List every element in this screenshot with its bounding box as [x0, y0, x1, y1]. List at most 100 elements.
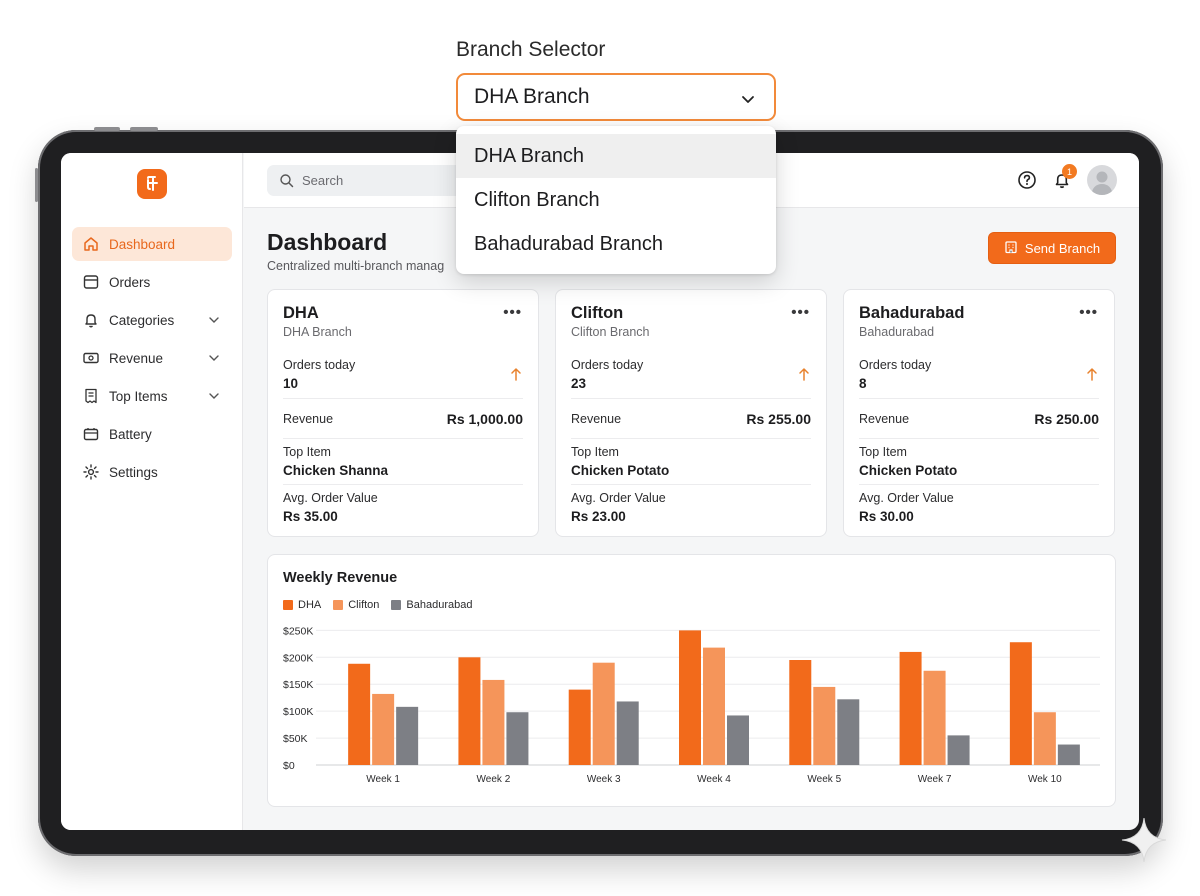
arrow-up-icon: [798, 367, 810, 386]
legend-item-dha[interactable]: DHA: [283, 599, 321, 611]
y-tick-label: $50K: [283, 733, 308, 745]
chevron-down-icon: [208, 390, 220, 405]
x-tick-label: Week 5: [807, 774, 841, 785]
orders-today-value: 23: [571, 376, 587, 391]
bar-clifton: [923, 670, 946, 765]
avg-order-label: Avg. Order Value: [859, 491, 954, 505]
revenue-label: Revenue: [859, 412, 910, 426]
chart-legend: DHA Clifton Bahadurabad: [283, 599, 472, 611]
weekly-revenue-card: $0 $50K $100K $150K $200K $250K Week 1 Week 2 We…: [267, 554, 1116, 807]
legend-label: DHA: [298, 599, 322, 611]
x-tick-label: Week 1: [366, 774, 400, 785]
legend-item-clifton[interactable]: Clifton: [333, 599, 379, 611]
sidebar-item-revenue[interactable]: Revenue: [72, 341, 232, 375]
page-title: Dashboard: [267, 229, 388, 255]
help-icon[interactable]: [1017, 170, 1037, 195]
revenue-value: Rs 255.00: [746, 411, 811, 427]
receipt-icon: [82, 387, 100, 405]
branch-selector[interactable]: DHA Branch: [456, 73, 776, 121]
chevron-down-icon: [740, 89, 756, 113]
card-subtitle: Bahadurabad: [859, 325, 935, 339]
more-options-icon[interactable]: •••: [1079, 304, 1098, 321]
battery-icon: [82, 425, 100, 443]
sidebar-item-settings[interactable]: Settings: [72, 455, 232, 489]
sidebar-item-top-items[interactable]: Top Items: [72, 379, 232, 413]
y-tick-label: $150K: [283, 679, 313, 691]
avg-order-value: Rs 30.00: [859, 509, 914, 524]
search-icon: [279, 173, 294, 188]
revenue-value: Rs 250.00: [1034, 411, 1099, 427]
sidebar-nav: Dashboard Orders Categories: [72, 227, 232, 493]
divider: [283, 438, 523, 439]
x-tick-label: Week 4: [697, 774, 731, 785]
home-icon: [82, 235, 100, 253]
bar-clifton: [703, 647, 725, 765]
y-tick-label: $0: [283, 760, 295, 772]
branch-option-dha[interactable]: DHA Branch: [456, 134, 776, 178]
sidebar-item-label: Orders: [109, 274, 151, 290]
branch-option-clifton[interactable]: Clifton Branch: [474, 188, 600, 211]
y-tick-label: $100K: [283, 706, 313, 718]
app-logo[interactable]: [137, 169, 167, 199]
more-options-icon[interactable]: •••: [791, 304, 810, 321]
bar-clifton: [1033, 712, 1056, 765]
tablet-volume-button: [94, 127, 120, 131]
bar-dha: [789, 660, 812, 765]
sidebar-item-label: Revenue: [109, 350, 164, 366]
building-icon: [1004, 240, 1018, 257]
bar-dha: [679, 630, 701, 765]
branch-selector-value: DHA Branch: [474, 85, 590, 108]
branch-dropdown-menu: DHA Branch Clifton Branch Bahadurabad Br…: [456, 126, 776, 274]
sidebar-item-orders[interactable]: Orders: [72, 265, 232, 299]
top-item-label: Top Item: [571, 445, 619, 459]
bar-bahadurabad: [616, 701, 639, 765]
legend-swatch: [333, 600, 344, 610]
legend-label: Bahadurabad: [406, 599, 473, 611]
x-tick-label: Week 7: [918, 774, 952, 785]
top-item-label: Top Item: [859, 445, 907, 459]
orders-today-label: Orders today: [283, 358, 356, 372]
bar-bahadurabad: [947, 735, 970, 765]
chart-title: Weekly Revenue: [283, 570, 398, 586]
legend-label: Clifton: [348, 599, 380, 611]
bar-bahadurabad: [1057, 744, 1080, 765]
avg-order-value: Rs 35.00: [283, 509, 338, 524]
legend-item-bahadurabad[interactable]: Bahadurabad: [391, 599, 472, 611]
sidebar-item-label: Top Items: [109, 388, 168, 404]
search-placeholder: Search: [302, 173, 344, 188]
sidebar-item-battery[interactable]: Battery: [72, 417, 232, 451]
avg-order-label: Avg. Order Value: [283, 491, 378, 505]
avatar[interactable]: [1087, 165, 1117, 195]
top-item-label: Top Item: [283, 445, 331, 459]
bar-bahadurabad: [727, 715, 749, 765]
bar-dha: [348, 663, 371, 765]
send-branch-button[interactable]: Send Branch: [988, 232, 1116, 264]
sidebar-item-label: Dashboard: [109, 236, 176, 252]
orders-icon: [82, 273, 100, 291]
y-tick-label: $250K: [283, 625, 313, 637]
notification-badge: 1: [1062, 164, 1077, 179]
tablet-side-button: [35, 168, 38, 202]
revenue-value: Rs 1,000.00: [446, 411, 523, 427]
sidebar-item-dashboard[interactable]: Dashboard: [72, 227, 232, 261]
divider: [859, 398, 1099, 399]
branch-option-bahadurabad[interactable]: Bahadurabad Branch: [474, 232, 664, 255]
branch-card-dha: DHA DHA Branch ••• Orders today 10 Reven…: [267, 289, 539, 537]
tablet-volume-button: [130, 127, 158, 131]
arrow-up-icon: [510, 367, 522, 386]
more-options-icon[interactable]: •••: [503, 304, 522, 321]
bar-dha: [568, 689, 591, 765]
sidebar-item-categories[interactable]: Categories: [72, 303, 232, 337]
arrow-up-icon: [1086, 367, 1098, 386]
x-tick-label: Week 2: [477, 774, 511, 785]
divider: [571, 484, 811, 485]
legend-swatch: [391, 600, 402, 610]
orders-today-label: Orders today: [859, 358, 932, 372]
top-item-value: Chicken Potato: [859, 463, 958, 478]
revenue-label: Revenue: [571, 412, 622, 426]
sidebar-item-label: Settings: [109, 464, 158, 480]
top-item-value: Chicken Shanna: [283, 463, 389, 478]
legend-swatch: [283, 600, 293, 610]
sparkle-icon: [1119, 815, 1169, 870]
send-branch-label: Send Branch: [1024, 240, 1101, 256]
